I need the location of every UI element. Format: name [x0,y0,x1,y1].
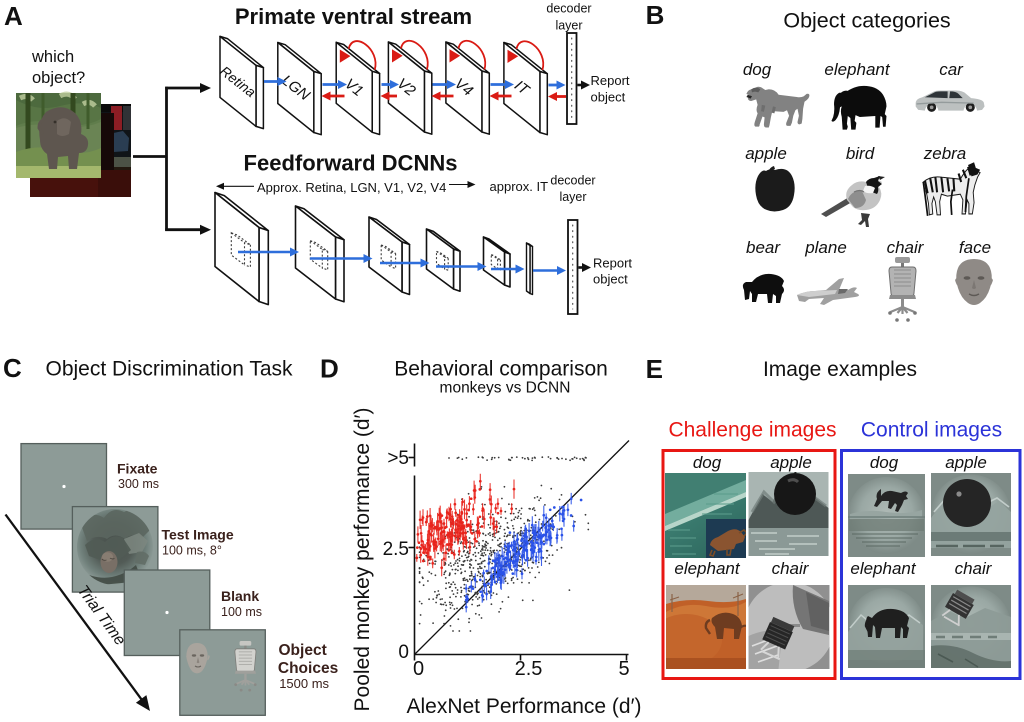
svg-text:apple: apple [770,453,812,472]
svg-text:zebra: zebra [923,144,967,163]
svg-text:B: B [646,0,665,30]
svg-text:car: car [939,60,964,79]
svg-text:Report: Report [591,73,630,88]
svg-text:Pooled monkey performance (d′): Pooled monkey performance (d′) [351,408,374,712]
svg-text:AlexNet Performance (d′): AlexNet Performance (d′) [406,695,641,718]
svg-text:300 ms: 300 ms [118,477,159,491]
svg-text:2.5: 2.5 [383,539,409,560]
svg-text:decoder: decoder [546,2,591,16]
svg-text:0: 0 [413,658,424,680]
svg-text:Control images: Control images [861,419,1002,442]
svg-text:Approx. Retina, LGN, V1, V2, V: Approx. Retina, LGN, V1, V2, V4 [257,180,446,195]
svg-text:A: A [4,1,23,31]
svg-text:Choices: Choices [278,660,338,677]
svg-text:chair: chair [772,559,810,578]
svg-text:Report: Report [593,255,632,270]
svg-text:E: E [646,354,663,384]
svg-text:object: object [593,272,628,287]
svg-text:chair: chair [955,559,993,578]
svg-text:layer: layer [555,18,582,32]
svg-text:5: 5 [618,658,629,680]
svg-text:apple: apple [945,453,987,472]
svg-text:Primate ventral stream: Primate ventral stream [235,4,472,29]
svg-text:100 ms, 8°: 100 ms, 8° [162,544,222,558]
svg-text:elephant: elephant [850,559,917,578]
svg-text:dog: dog [743,60,772,79]
svg-text:plane: plane [804,238,847,257]
svg-text:elephant: elephant [674,559,741,578]
svg-text:elephant: elephant [824,60,891,79]
svg-text:Fixate: Fixate [117,461,158,477]
svg-text:chair: chair [887,238,925,257]
svg-text:face: face [959,238,991,257]
svg-text:bear: bear [746,238,781,257]
svg-text:dog: dog [870,453,899,472]
svg-text:object?: object? [32,69,85,87]
svg-text:Feedforward DCNNs: Feedforward DCNNs [244,150,458,175]
svg-text:bird: bird [846,144,875,163]
svg-text:Image examples: Image examples [763,358,917,381]
svg-text:which: which [31,48,74,66]
svg-text:C: C [3,353,22,383]
svg-text:apple: apple [745,144,787,163]
svg-text:Object Discrimination Task: Object Discrimination Task [45,358,293,381]
svg-text:Challenge images: Challenge images [668,419,836,442]
svg-text:Behavioral comparison: Behavioral comparison [394,358,608,381]
svg-text:approx. IT: approx. IT [490,179,549,194]
svg-text:dog: dog [693,453,722,472]
svg-text:>5: >5 [387,448,409,469]
svg-text:Object: Object [279,642,327,659]
svg-text:object: object [591,90,626,105]
svg-text:Object categories: Object categories [783,9,950,33]
svg-text:0: 0 [398,642,409,663]
svg-text:D: D [320,354,339,384]
svg-text:decoder: decoder [550,173,595,187]
svg-text:Blank: Blank [221,588,259,604]
svg-text:1500 ms: 1500 ms [279,676,329,691]
svg-text:layer: layer [559,190,586,204]
svg-text:2.5: 2.5 [515,658,543,680]
svg-text:100 ms: 100 ms [221,605,262,619]
svg-text:monkeys vs DCNN: monkeys vs DCNN [440,380,571,397]
svg-text:Test Image: Test Image [162,527,234,543]
